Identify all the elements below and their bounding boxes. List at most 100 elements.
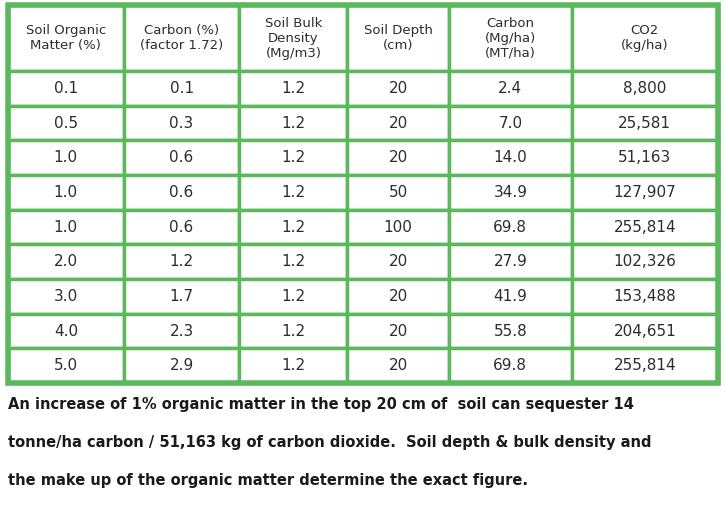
Bar — [449, 106, 572, 140]
Text: 1.2: 1.2 — [282, 185, 306, 200]
Bar — [240, 175, 347, 209]
Bar — [449, 140, 572, 175]
Bar — [240, 140, 347, 175]
Bar — [347, 5, 449, 71]
Bar — [8, 5, 123, 71]
Bar — [240, 5, 347, 71]
Text: 0.6: 0.6 — [169, 150, 194, 165]
Bar — [572, 140, 718, 175]
Text: 1.7: 1.7 — [170, 289, 194, 304]
Text: 41.9: 41.9 — [494, 289, 527, 304]
Bar — [123, 245, 240, 279]
Text: 204,651: 204,651 — [613, 324, 676, 338]
Bar — [8, 140, 123, 175]
Text: 0.1: 0.1 — [54, 81, 78, 96]
Bar — [123, 348, 240, 383]
Text: 1.2: 1.2 — [282, 254, 306, 269]
Bar — [8, 209, 123, 245]
Bar — [347, 209, 449, 245]
Bar — [572, 245, 718, 279]
Text: 51,163: 51,163 — [619, 150, 672, 165]
Text: 100: 100 — [384, 220, 412, 235]
Text: 27.9: 27.9 — [494, 254, 527, 269]
Bar — [572, 314, 718, 348]
Bar — [8, 71, 123, 106]
Bar — [449, 5, 572, 71]
Text: 20: 20 — [388, 324, 408, 338]
Bar — [240, 106, 347, 140]
Text: 20: 20 — [388, 116, 408, 131]
Text: An increase of 1% organic matter in the top 20 cm of  soil can sequester 14: An increase of 1% organic matter in the … — [8, 397, 634, 412]
Text: CO2
(kg/ha): CO2 (kg/ha) — [621, 24, 669, 52]
Text: 2.3: 2.3 — [169, 324, 194, 338]
Text: 69.8: 69.8 — [494, 220, 527, 235]
Bar — [449, 245, 572, 279]
Bar — [8, 106, 123, 140]
Text: 3.0: 3.0 — [54, 289, 78, 304]
Text: 14.0: 14.0 — [494, 150, 527, 165]
Bar — [572, 71, 718, 106]
Text: Carbon (%)
(factor 1.72): Carbon (%) (factor 1.72) — [140, 24, 223, 52]
Bar — [123, 106, 240, 140]
Bar — [449, 209, 572, 245]
Text: 1.2: 1.2 — [282, 81, 306, 96]
Text: Soil Bulk
Density
(Mg/m3): Soil Bulk Density (Mg/m3) — [265, 17, 322, 59]
Bar — [347, 348, 449, 383]
Text: 2.4: 2.4 — [498, 81, 523, 96]
Bar — [347, 279, 449, 314]
Text: 0.5: 0.5 — [54, 116, 78, 131]
Text: 0.1: 0.1 — [170, 81, 194, 96]
Text: 0.6: 0.6 — [169, 220, 194, 235]
Text: 4.0: 4.0 — [54, 324, 78, 338]
Bar — [8, 314, 123, 348]
Text: 50: 50 — [388, 185, 408, 200]
Bar — [572, 175, 718, 209]
Text: 1.0: 1.0 — [54, 185, 78, 200]
Bar — [240, 279, 347, 314]
Text: 0.6: 0.6 — [169, 185, 194, 200]
Text: 1.2: 1.2 — [282, 358, 306, 373]
Bar — [123, 175, 240, 209]
Bar — [240, 314, 347, 348]
Bar — [240, 348, 347, 383]
Bar — [8, 5, 718, 383]
Bar — [123, 5, 240, 71]
Bar — [347, 314, 449, 348]
Bar — [347, 71, 449, 106]
Text: Soil Organic
Matter (%): Soil Organic Matter (%) — [25, 24, 106, 52]
Bar — [572, 279, 718, 314]
Bar — [123, 314, 240, 348]
Text: Soil Depth
(cm): Soil Depth (cm) — [364, 24, 433, 52]
Bar — [449, 71, 572, 106]
Text: 25,581: 25,581 — [619, 116, 672, 131]
Bar — [572, 209, 718, 245]
Text: 1.2: 1.2 — [282, 324, 306, 338]
Bar — [347, 175, 449, 209]
Text: 20: 20 — [388, 150, 408, 165]
Text: 20: 20 — [388, 254, 408, 269]
Text: 20: 20 — [388, 358, 408, 373]
Bar — [449, 348, 572, 383]
Bar — [240, 71, 347, 106]
Text: 1.2: 1.2 — [170, 254, 194, 269]
Text: 255,814: 255,814 — [613, 358, 676, 373]
Text: Carbon
(Mg/ha)
(MT/ha): Carbon (Mg/ha) (MT/ha) — [485, 17, 536, 59]
Bar — [8, 245, 123, 279]
Bar — [449, 279, 572, 314]
Text: 8,800: 8,800 — [623, 81, 666, 96]
Text: 1.2: 1.2 — [282, 289, 306, 304]
Text: 0.3: 0.3 — [169, 116, 194, 131]
Bar — [8, 279, 123, 314]
Text: 69.8: 69.8 — [494, 358, 527, 373]
Text: 2.9: 2.9 — [169, 358, 194, 373]
Text: 1.2: 1.2 — [282, 150, 306, 165]
Text: 1.0: 1.0 — [54, 220, 78, 235]
Text: the make up of the organic matter determine the exact figure.: the make up of the organic matter determ… — [8, 473, 528, 488]
Bar — [240, 245, 347, 279]
Bar — [572, 106, 718, 140]
Bar — [572, 5, 718, 71]
Text: 1.0: 1.0 — [54, 150, 78, 165]
Text: 7.0: 7.0 — [498, 116, 523, 131]
Text: 20: 20 — [388, 289, 408, 304]
Bar — [347, 140, 449, 175]
